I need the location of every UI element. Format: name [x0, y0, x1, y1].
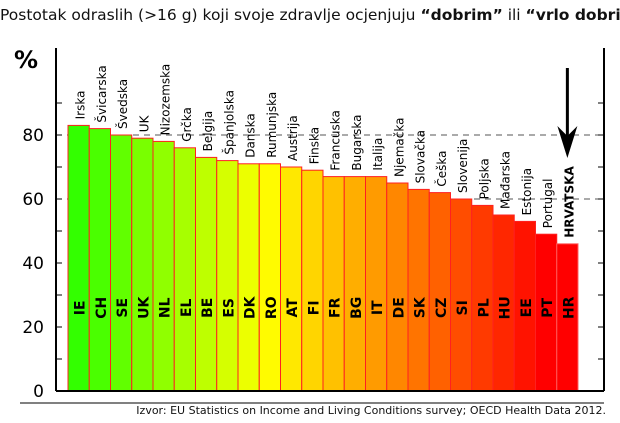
bar-UK — [131, 137, 154, 392]
bar-NL — [152, 140, 175, 392]
y-tick-label: 60 — [22, 190, 44, 210]
category-label: Češka — [434, 150, 449, 186]
category-label: Portugal — [541, 178, 555, 228]
bar-BG — [343, 176, 366, 392]
code-label: EL — [179, 298, 195, 317]
category-label: Francuska — [329, 110, 343, 170]
code-label: ES — [221, 298, 237, 318]
category-label: HRVATSKA — [562, 166, 576, 238]
category-label: Grčka — [180, 107, 194, 142]
code-label: HR — [561, 296, 577, 319]
code-label: RO — [264, 296, 280, 319]
category-label: Danska — [244, 113, 258, 158]
bar-RO — [258, 163, 281, 392]
code-label: CH — [94, 297, 110, 319]
code-label: HU — [498, 296, 514, 319]
code-label: DE — [391, 297, 407, 318]
y-tick-label: 80 — [22, 126, 44, 146]
category-label: Švedska — [115, 79, 130, 129]
category-label: Švicarska — [94, 65, 109, 122]
category-label: Mađarska — [499, 151, 513, 209]
category-label: Bugarska — [350, 115, 364, 171]
bar-CZ — [428, 192, 451, 392]
code-label: BE — [200, 298, 216, 318]
y-tick-label: 20 — [22, 318, 44, 338]
category-label: Njemačka — [392, 118, 406, 177]
code-label: FR — [328, 297, 344, 318]
source-note: Izvor: EU Statistics on Income and Livin… — [136, 404, 606, 417]
code-label: CZ — [434, 298, 450, 318]
code-label: UK — [136, 296, 152, 319]
bar-SI — [450, 198, 473, 392]
category-label: Irska — [74, 91, 88, 120]
bar-EL — [173, 147, 196, 392]
bar-DE — [386, 182, 409, 392]
bar-BE — [195, 156, 218, 392]
category-label: Belgija — [201, 111, 215, 152]
bar-DK — [237, 163, 260, 392]
code-label: PT — [540, 297, 556, 317]
code-label: PL — [476, 298, 492, 317]
code-label: NL — [158, 297, 174, 318]
code-label: EE — [519, 298, 535, 317]
arrow-down-icon — [557, 126, 578, 158]
category-label: Španjolska — [221, 90, 236, 155]
bar-SE — [110, 134, 133, 392]
code-label: SE — [115, 298, 131, 318]
y-tick-label: 0 — [33, 382, 44, 402]
category-label: Italija — [371, 138, 385, 171]
code-label: FI — [306, 300, 322, 315]
category-label: Nizozemska — [159, 64, 173, 136]
bar-FI — [301, 169, 324, 392]
category-label: Rumunjska — [265, 92, 279, 158]
chart-title: Postotak odraslih (>16 g) koji svoje zdr… — [0, 6, 620, 24]
bar-FR — [322, 176, 345, 392]
bar-AT — [280, 166, 303, 392]
bar-PL — [471, 204, 494, 392]
code-label: AT — [285, 298, 301, 318]
category-label: Estonija — [520, 168, 534, 216]
code-label: DK — [243, 295, 259, 319]
code-label: IT — [370, 300, 386, 315]
category-label: Poljska — [477, 158, 491, 199]
category-label: Finska — [307, 127, 321, 164]
code-label: IE — [73, 300, 89, 315]
y-axis-label: % — [14, 46, 38, 74]
bar-IT — [365, 176, 388, 392]
code-label: BG — [349, 297, 365, 319]
category-label: Austrija — [286, 115, 300, 161]
bar-CH — [88, 128, 111, 392]
code-label: SK — [413, 296, 429, 318]
bar-IE — [67, 124, 90, 392]
bar-ES — [216, 160, 239, 392]
code-label: SI — [455, 300, 471, 315]
category-label: Slovenija — [456, 139, 470, 193]
category-label: Slovačka — [414, 130, 428, 183]
y-tick-label: 40 — [22, 254, 44, 274]
bar-SK — [407, 188, 430, 392]
category-label: UK — [137, 114, 151, 132]
